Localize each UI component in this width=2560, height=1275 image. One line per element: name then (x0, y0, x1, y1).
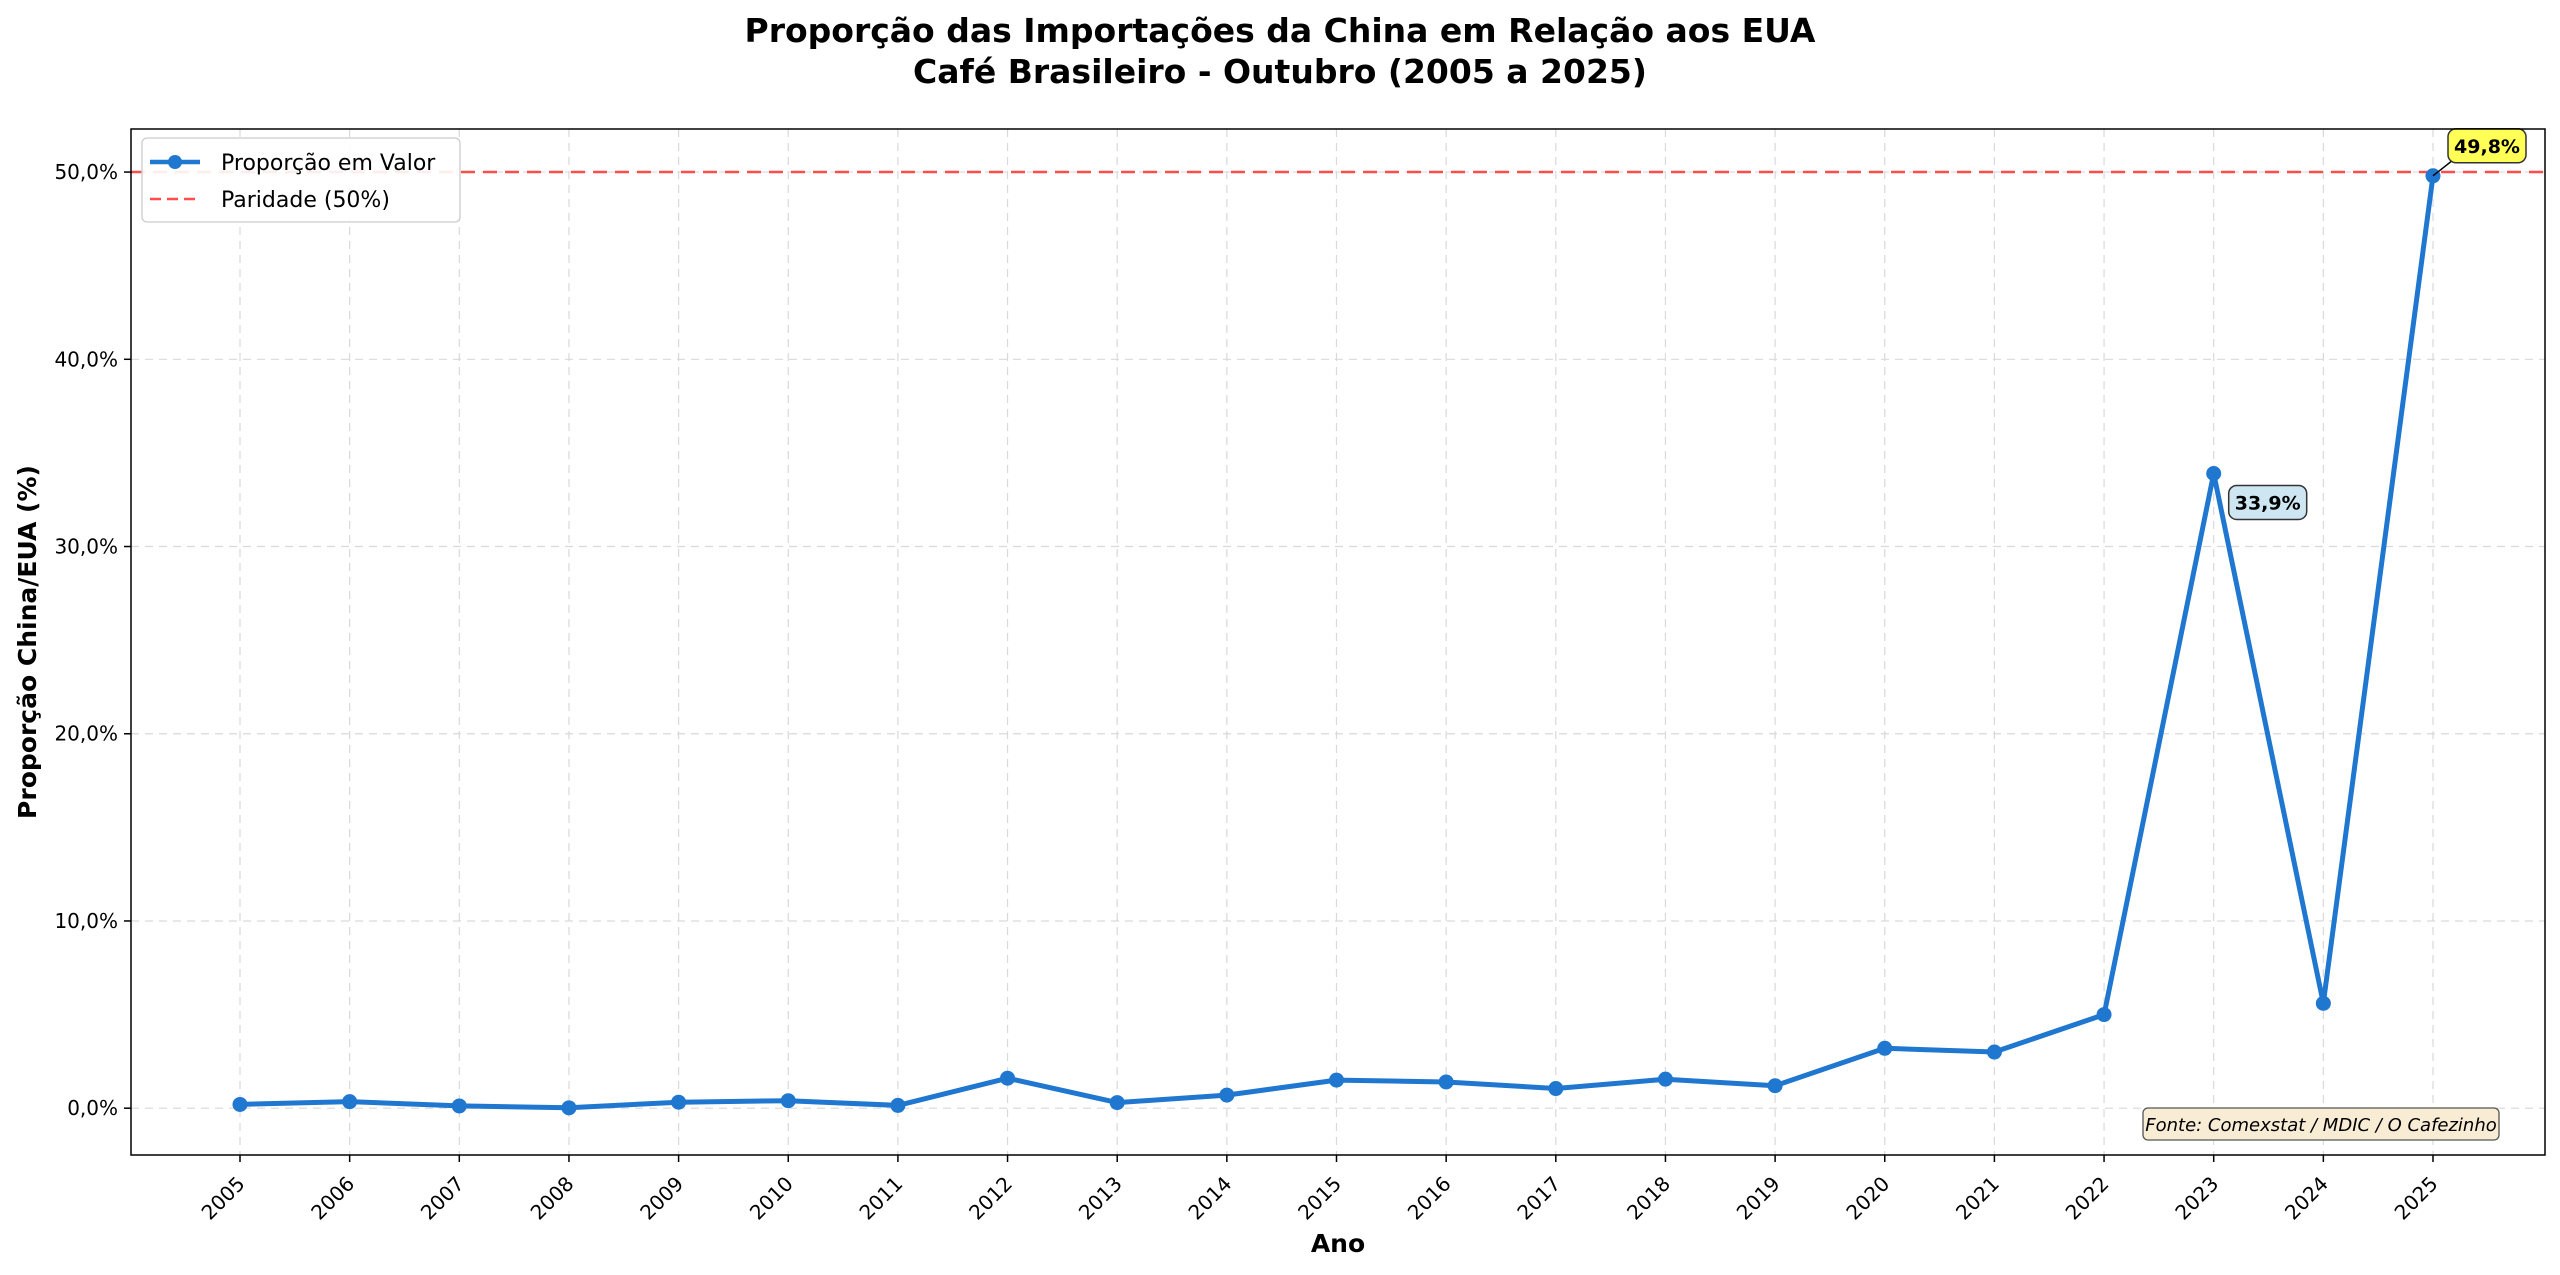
data-point (1877, 1040, 1893, 1056)
data-point (1329, 1072, 1344, 1088)
annotation-label: 33,9% (2235, 492, 2301, 514)
y-tick-label: 30,0% (54, 535, 118, 559)
data-point (2206, 465, 2222, 481)
data-point (1438, 1074, 1454, 1090)
data-point (2096, 1007, 2112, 1023)
grid-lines (131, 129, 2545, 1155)
chart-title: Proporção das Importações da China em Re… (745, 11, 1816, 50)
x-tick-label: 2021 (1951, 1172, 2004, 1225)
x-tick-label: 2024 (2280, 1172, 2333, 1225)
x-tick-label: 2022 (2061, 1172, 2114, 1225)
y-tick-label: 40,0% (54, 347, 118, 371)
annotations-group: 33,9% 49,8% (2227, 128, 2527, 521)
data-point (1109, 1095, 1125, 1111)
x-axis: 2005 2006 2007 2008 2009 2010 2011 2012 2013 2014… (197, 1155, 2443, 1225)
data-point (451, 1098, 467, 1114)
x-axis-label: Ano (1311, 1229, 1365, 1258)
x-tick-label: 2012 (964, 1172, 1017, 1225)
x-tick-label: 2023 (2170, 1172, 2223, 1225)
x-tick-label: 2016 (1403, 1172, 1456, 1225)
source-note-box (2142, 1107, 2500, 1141)
x-tick-label: 2010 (745, 1172, 798, 1225)
x-tick-label: 2018 (1622, 1172, 1675, 1225)
legend-box (141, 137, 461, 223)
plot-frame (130, 128, 2546, 1156)
legend-series-marker (168, 155, 182, 169)
x-tick-label: 2013 (1074, 1172, 1127, 1225)
chart-subtitle: Café Brasileiro - Outubro (2005 a 2025) (913, 52, 1647, 91)
legend: Proporção em Valor Paridade (50%) (141, 137, 461, 223)
source-note-text: Fonte: Comexstat / MDIC / O Cafezinho (2145, 1115, 2497, 1136)
legend-series-label: Proporção em Valor (221, 151, 436, 176)
y-tick-label: 50,0% (54, 160, 118, 184)
x-tick-label: 2014 (1183, 1172, 1236, 1225)
x-tick-label: 2020 (1841, 1172, 1894, 1225)
data-point (780, 1093, 796, 1109)
x-tick-label: 2007 (416, 1172, 469, 1225)
y-tick-label: 10,0% (54, 909, 118, 933)
x-tick-label: 2008 (526, 1172, 579, 1225)
x-tick-label: 2025 (2390, 1172, 2443, 1225)
data-point (1767, 1078, 1783, 1094)
data-point (561, 1100, 577, 1116)
data-point (1219, 1087, 1235, 1103)
annotation-arrow (2432, 160, 2453, 177)
source-note: Fonte: Comexstat / MDIC / O Cafezinho (2142, 1107, 2500, 1141)
data-point (1548, 1081, 1564, 1097)
x-tick-label: 2005 (197, 1172, 250, 1225)
x-tick-label: 2011 (854, 1172, 907, 1225)
legend-parity-label: Paridade (50%) (221, 188, 390, 213)
data-point (1000, 1070, 1016, 1086)
y-tick-label: 0,0% (67, 1096, 118, 1120)
series-group (232, 168, 2441, 1116)
x-tick-label: 2015 (1293, 1172, 1346, 1225)
y-axis-label: Proporção China/EUA (%) (13, 465, 42, 819)
annotation-label: 49,8% (2454, 136, 2520, 158)
x-tick-label: 2019 (1732, 1172, 1785, 1225)
x-tick-label: 2006 (306, 1172, 359, 1225)
x-tick-label: 2017 (1512, 1172, 1565, 1225)
data-point (342, 1094, 358, 1110)
data-point (1986, 1044, 2002, 1060)
annotation-box (2227, 484, 2308, 521)
data-point (890, 1097, 906, 1113)
data-point (2315, 995, 2331, 1011)
data-point (1657, 1071, 1673, 1087)
data-point (671, 1094, 687, 1110)
x-tick-label: 2009 (635, 1172, 688, 1225)
data-point (232, 1096, 248, 1112)
y-axis: 0,0% 10,0% 20,0% 30,0% 40,0% 50,0% (54, 160, 131, 1120)
y-tick-label: 20,0% (54, 722, 118, 746)
